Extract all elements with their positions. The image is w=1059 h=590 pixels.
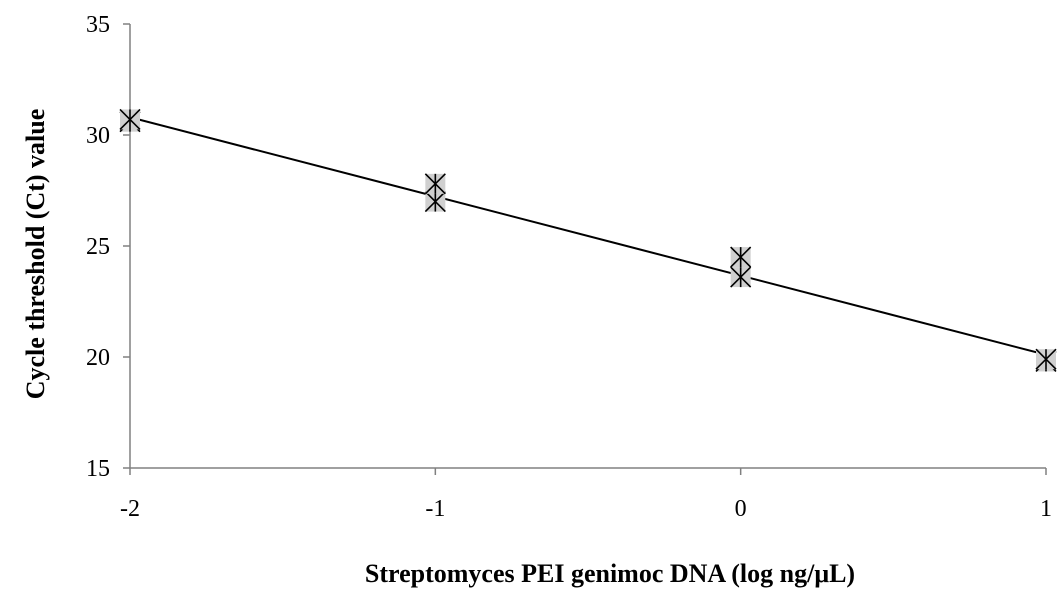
y-tick-label: 20 bbox=[86, 345, 110, 371]
x-tick-label: -1 bbox=[425, 496, 445, 522]
data-point bbox=[424, 173, 446, 195]
x-axis-title: Streptomyces PEI genimoc DNA (log ng/μL) bbox=[365, 559, 855, 588]
data-point bbox=[424, 191, 446, 213]
y-axis-title: Cycle threshold (Ct) value bbox=[21, 109, 50, 400]
data-point bbox=[730, 246, 752, 268]
x-tick-label: -2 bbox=[120, 496, 140, 522]
y-axis: 15 20 25 30 35 bbox=[86, 12, 131, 482]
y-tick-label: 15 bbox=[86, 456, 110, 482]
data-point bbox=[730, 266, 752, 288]
x-tick-label: 0 bbox=[735, 496, 747, 522]
data-point bbox=[1035, 348, 1057, 370]
x-tick-label: 1 bbox=[1040, 496, 1052, 522]
y-tick-label: 30 bbox=[86, 123, 110, 149]
data-points bbox=[119, 108, 1057, 373]
y-tick-label: 35 bbox=[86, 12, 110, 38]
data-point bbox=[119, 108, 141, 131]
x-axis: -2 -1 0 1 bbox=[120, 467, 1052, 522]
y-tick-label: 25 bbox=[86, 234, 110, 260]
trendline bbox=[129, 116, 1047, 356]
trendline-path bbox=[129, 116, 1047, 356]
